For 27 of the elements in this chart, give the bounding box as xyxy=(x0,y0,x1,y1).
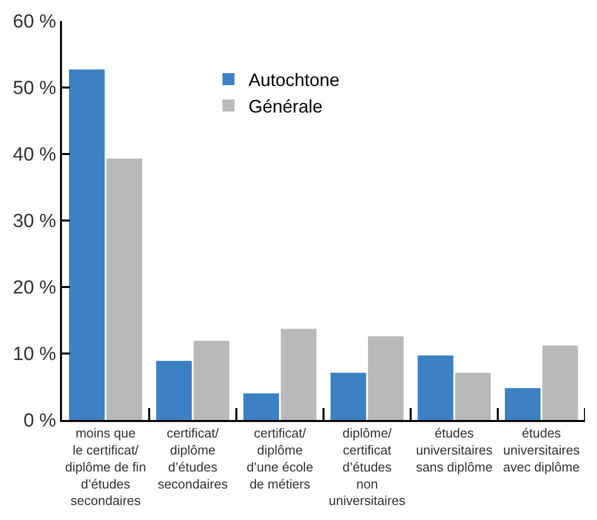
bar xyxy=(156,360,192,420)
x-tick-label: certificat/ diplôme d’études secondaires xyxy=(158,426,228,492)
x-tick-label: moins que le certificat/ diplôme de fin d’études secondaires xyxy=(65,426,146,508)
y-tick-label: 60 % xyxy=(12,12,56,33)
bar xyxy=(330,372,366,420)
bar xyxy=(368,336,404,420)
bar xyxy=(542,346,578,420)
y-tick-label: 0 % xyxy=(23,410,56,432)
y-tick-label: 40 % xyxy=(12,144,56,166)
legend-label: Autochtone xyxy=(248,70,340,90)
bar xyxy=(504,388,540,420)
bar xyxy=(280,328,316,420)
bar xyxy=(194,340,230,420)
bar xyxy=(106,158,142,420)
x-tick-label: études universitaires avec diplôme xyxy=(503,426,580,474)
x-tick-label: certificat/ diplôme d’une école de métiers xyxy=(246,426,314,492)
legend-label: Générale xyxy=(248,96,323,117)
x-tick-label: études universitaires sans diplôme xyxy=(416,426,494,474)
x-tick-label: diplôme/ certificat d’études non universitaires xyxy=(328,426,406,508)
y-tick-label: 20 % xyxy=(12,278,56,299)
bar xyxy=(418,356,454,420)
bar xyxy=(69,70,105,420)
y-tick-label: 30 % xyxy=(12,211,56,232)
y-tick-label: 10 % xyxy=(12,344,56,366)
y-tick-label: 50 % xyxy=(12,78,56,100)
bar xyxy=(243,393,279,420)
bar xyxy=(455,372,491,420)
